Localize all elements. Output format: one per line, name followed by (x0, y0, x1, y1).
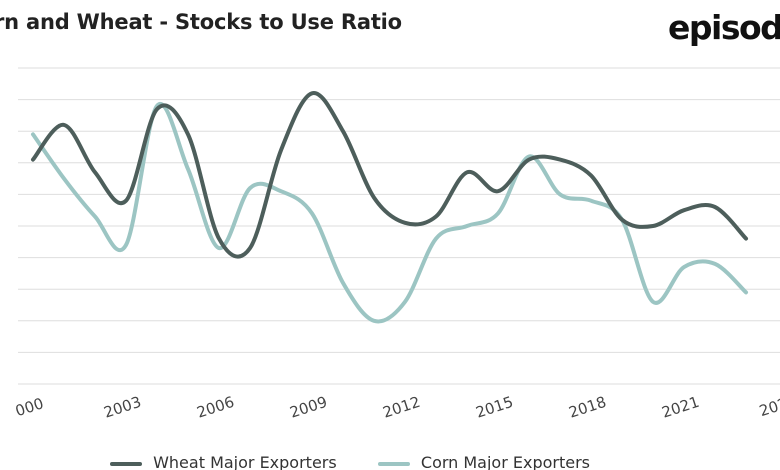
legend-swatch-wheat (110, 461, 142, 466)
legend: Wheat Major Exporters Corn Major Exporte… (110, 453, 626, 470)
legend-label-wheat: Wheat Major Exporters (153, 453, 337, 470)
x-tick-label: 2009 (288, 393, 330, 422)
series-line-wheat (31, 91, 748, 259)
legend-item-wheat: Wheat Major Exporters (110, 453, 337, 470)
x-tick-label: 2006 (195, 393, 237, 422)
legend-swatch-corn (377, 461, 410, 466)
x-tick-label: 000 (13, 394, 46, 420)
x-tick-label: 2012 (381, 393, 423, 422)
x-tick-label: 202 (757, 394, 780, 420)
chart-title: rn and Wheat - Stocks to Use Ratio (0, 10, 402, 34)
legend-item-corn: Corn Major Exporters (377, 453, 591, 470)
x-tick-label: 2018 (567, 393, 609, 422)
x-tick-label: 2003 (102, 393, 144, 422)
x-tick-label: 2015 (474, 393, 516, 422)
x-tick-label: 2021 (660, 393, 702, 422)
brand-logo: episod (668, 8, 780, 47)
legend-label-corn: Corn Major Exporters (420, 453, 591, 470)
